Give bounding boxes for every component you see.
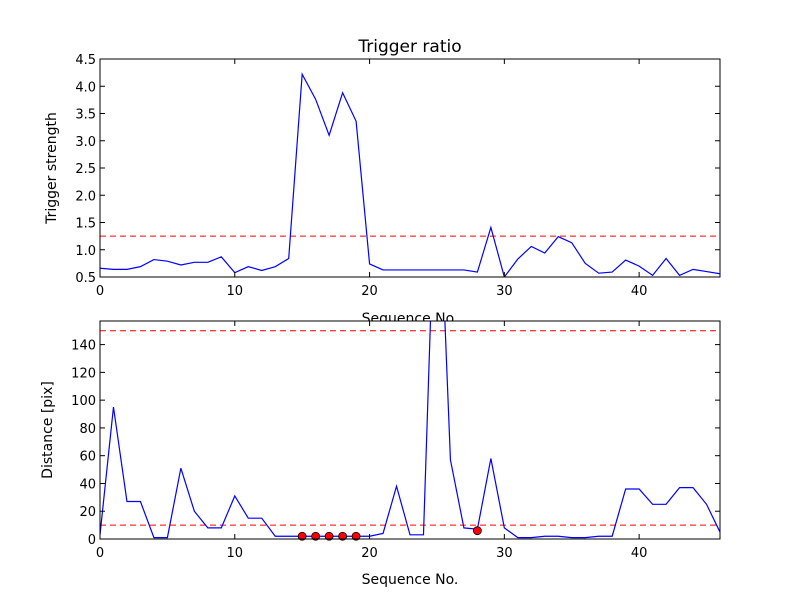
y-tick-label: 80 (79, 422, 96, 437)
data-point-marker (297, 531, 307, 541)
chart-title: Trigger ratio (357, 37, 461, 57)
x-tick-label: 20 (361, 284, 378, 299)
x-tick-label: 0 (96, 546, 104, 561)
data-point-marker (324, 531, 334, 541)
y-tick-label: 2.5 (75, 162, 96, 177)
x-tick-label: 20 (361, 546, 378, 561)
y-axis-label: Trigger strength (44, 112, 60, 225)
y-tick-label: 4.0 (75, 80, 96, 95)
y-tick-label: 4.5 (75, 53, 96, 68)
x-tick-label: 40 (631, 284, 648, 299)
x-tick-label: 10 (227, 546, 244, 561)
x-tick-label: 0 (96, 284, 104, 299)
distance-chart: 0 10 20 30 40 0 20 40 60 80 100 120 140 Sequence No… (40, 320, 721, 588)
series-line (100, 72, 720, 277)
y-tick-label: 60 (79, 450, 96, 465)
plot-frame (99, 320, 721, 540)
y-tick-label: 1.0 (75, 244, 96, 259)
x-tick-label: 30 (496, 284, 513, 299)
x-tick-label: 40 (631, 546, 648, 561)
y-tick-label: 0.5 (75, 271, 96, 286)
y-tick-label: 40 (79, 477, 96, 492)
x-tick-label: 30 (496, 546, 513, 561)
y-axis-label: Distance [pix] (40, 381, 56, 479)
y-tick-label: 2.0 (75, 189, 96, 204)
data-point-marker (351, 531, 361, 541)
y-tick-label: 3.0 (75, 135, 96, 150)
series-line (100, 321, 720, 539)
trigger-ratio-chart: Trigger ratio 0 10 20 30 40 0.5 1.0 1.5 2.0 2.5 3… (44, 37, 721, 327)
y-tick-label: 20 (79, 505, 96, 520)
y-tick-label: 0 (88, 533, 96, 548)
data-point-marker (472, 526, 482, 536)
y-tick-label: 140 (71, 339, 96, 354)
data-point-marker (311, 531, 321, 541)
y-tick-label: 1.5 (75, 217, 96, 232)
y-tick-label: 3.5 (75, 108, 96, 123)
x-tick-label: 10 (227, 284, 244, 299)
y-tick-label: 120 (71, 366, 96, 381)
x-axis-label: Sequence No. (362, 572, 459, 588)
data-point-marker (338, 531, 348, 541)
y-tick-label: 100 (71, 394, 96, 409)
